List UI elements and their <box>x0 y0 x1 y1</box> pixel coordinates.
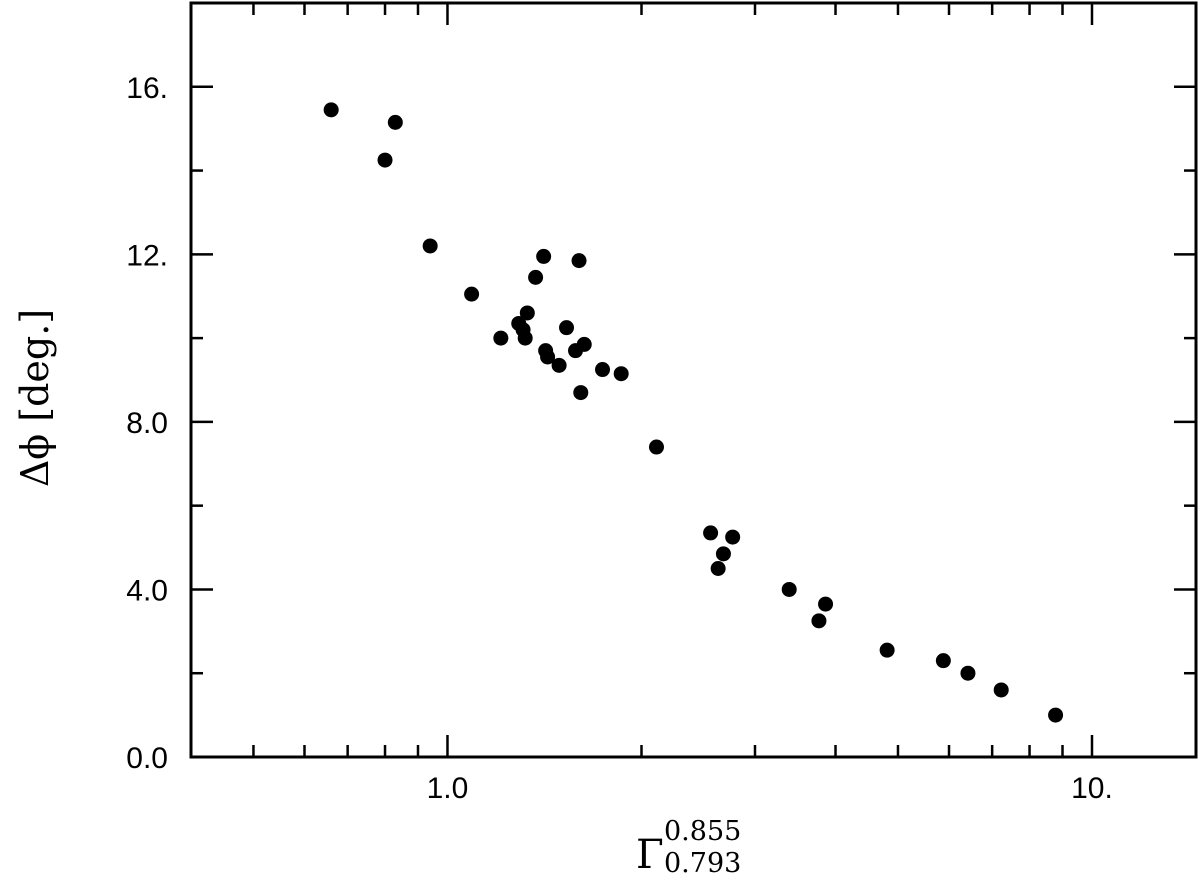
data-point <box>571 253 587 269</box>
y-tick-label: 4.0 <box>126 574 168 607</box>
data-point <box>993 682 1009 698</box>
data-point <box>595 362 611 378</box>
data-point <box>493 330 509 346</box>
data-point <box>648 439 664 455</box>
y-axis-ticks <box>191 1 1196 759</box>
x-axis-tick-labels: 1.0 10. <box>427 772 1113 805</box>
x-axis-title-superscript: 0.855 <box>664 816 741 847</box>
data-point <box>517 330 533 346</box>
x-axis-title: Γ 0.855 0.793 <box>636 816 746 876</box>
data-point <box>811 613 827 629</box>
plot-frame <box>189 1 1198 759</box>
data-point <box>464 286 480 302</box>
y-tick-label: 8.0 <box>126 407 168 440</box>
data-point <box>536 248 552 264</box>
data-point <box>879 642 895 658</box>
data-point <box>960 665 976 681</box>
data-point <box>1048 707 1064 723</box>
data-point <box>422 238 438 254</box>
data-point <box>613 366 629 382</box>
data-point <box>935 653 951 669</box>
y-axis-tick-labels: 0.0 4.0 8.0 12. 16. <box>126 72 168 775</box>
data-point <box>519 305 535 321</box>
x-tick-label: 10. <box>1071 772 1113 805</box>
data-point <box>781 581 797 597</box>
data-point <box>551 357 567 373</box>
y-tick-label: 16. <box>126 72 168 105</box>
data-point <box>715 546 731 562</box>
y-tick-label: 12. <box>126 239 168 272</box>
data-point <box>323 102 339 118</box>
data-point <box>387 114 403 130</box>
data-point <box>703 525 719 541</box>
x-axis-title-subscript: 0.793 <box>664 848 741 876</box>
data-point <box>576 336 592 352</box>
y-axis-title: Δϕ [deg.] <box>13 309 57 487</box>
data-point <box>725 529 741 545</box>
data-point <box>528 269 544 285</box>
data-point <box>818 596 834 612</box>
data-point <box>540 349 556 365</box>
y-tick-label: 0.0 <box>126 742 168 775</box>
data-point <box>573 385 589 401</box>
data-points <box>323 102 1064 723</box>
x-axis-ticks <box>252 3 1094 757</box>
x-tick-label: 1.0 <box>427 772 469 805</box>
data-point <box>559 320 575 336</box>
x-axis-title-base: Γ <box>636 832 664 876</box>
data-point <box>710 561 726 576</box>
data-point <box>377 152 393 168</box>
